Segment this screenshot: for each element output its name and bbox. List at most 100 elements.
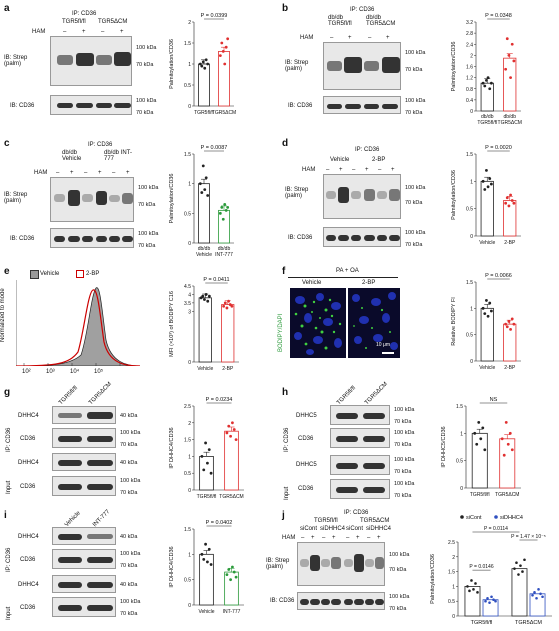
y-tick-label: 1.5 bbox=[184, 438, 191, 444]
y-tick-label: 1.6 bbox=[466, 65, 473, 71]
y-axis-label: MFI (×10³) of BODIPY C16 bbox=[169, 291, 175, 357]
chart-d: 0 0.5 1 1.5 Palmitoylation/CD36 Vehicle 2-BP P … bbox=[451, 145, 521, 246]
ham-sign: – bbox=[112, 170, 116, 176]
cd36-ip-blot bbox=[52, 428, 116, 448]
data-point bbox=[225, 306, 229, 310]
data-point bbox=[207, 448, 211, 452]
cd36-ip-blot bbox=[330, 428, 390, 448]
cd36-blot bbox=[50, 95, 132, 115]
row-label: CD36 bbox=[20, 484, 36, 490]
ip-label: IP: CD36 bbox=[344, 510, 369, 516]
x-tick-label: TGR5fl/fl bbox=[197, 494, 217, 500]
dhhc5-ip-blot bbox=[330, 405, 390, 425]
scale-label: 10 μm bbox=[376, 342, 390, 348]
mw-marker: 70 kDa bbox=[405, 242, 423, 248]
y-tick-label: 2 bbox=[452, 555, 455, 561]
y-tick-label: 0 bbox=[470, 359, 473, 365]
data-point bbox=[481, 306, 485, 310]
lane-label: TGR5fl/fl bbox=[58, 385, 79, 407]
x-tick-label: db/db bbox=[218, 246, 231, 252]
panel-label-f: f bbox=[282, 266, 286, 277]
data-point bbox=[201, 164, 205, 168]
data-point bbox=[494, 599, 497, 603]
y-tick-label: 1 bbox=[470, 179, 473, 185]
data-point bbox=[200, 455, 204, 458]
data-point bbox=[226, 37, 230, 41]
dhhc4-input-blot bbox=[52, 575, 116, 593]
data-point bbox=[504, 67, 508, 71]
row-label: CD36 bbox=[298, 486, 314, 492]
mw-marker: 70 kDa bbox=[389, 606, 407, 612]
bar bbox=[511, 568, 528, 617]
dhhc4-ip-blot bbox=[52, 527, 116, 545]
data-point bbox=[223, 203, 227, 206]
y-tick-label: 4.5 bbox=[184, 284, 191, 290]
y-tick-label: 1 bbox=[452, 584, 455, 590]
ham-sign: + bbox=[339, 167, 343, 173]
mw-marker: 100 kDa bbox=[394, 430, 415, 436]
data-point bbox=[485, 299, 488, 302]
y-tick-label: 0 bbox=[188, 104, 191, 110]
y-tick-label: 1.5 bbox=[456, 404, 463, 410]
data-point bbox=[517, 573, 520, 576]
data-point bbox=[510, 199, 514, 202]
y-tick-label: 0.5 bbox=[466, 207, 473, 213]
data-point bbox=[483, 188, 487, 191]
data-point bbox=[502, 453, 506, 457]
row-label: CD36 bbox=[20, 605, 36, 611]
mw-marker: 40 kDa bbox=[120, 534, 138, 540]
mw-marker: 100 kDa bbox=[120, 599, 141, 605]
mw-marker: 100 kDa bbox=[120, 478, 141, 484]
y-tick-label: 0 bbox=[188, 603, 191, 609]
data-point bbox=[509, 193, 512, 197]
stain-label: BODIPY/DAPI bbox=[278, 313, 284, 352]
ib-label: IB: Strep (palm) bbox=[266, 558, 290, 570]
row-label: CD36 bbox=[20, 557, 36, 563]
data-point bbox=[488, 601, 491, 604]
p-value-label: NS bbox=[490, 397, 498, 403]
chart-j: 0 0.5 1 1.5 2 2.5 Palmitoylation/CD36 siCont siD… bbox=[430, 515, 552, 626]
data-point bbox=[515, 561, 518, 565]
data-point bbox=[202, 558, 206, 561]
data-point bbox=[231, 421, 234, 425]
data-point bbox=[204, 176, 208, 180]
mw-marker: 100 kDa bbox=[138, 231, 159, 237]
title-rule bbox=[288, 277, 398, 278]
ham-label: HAM bbox=[282, 535, 296, 541]
mw-marker: 100 kDa bbox=[405, 185, 426, 191]
panel-label-d: d bbox=[282, 138, 289, 149]
data-point bbox=[209, 471, 213, 475]
x-tick-label: 2-BP bbox=[504, 240, 516, 246]
y-tick-label: 1 bbox=[188, 454, 191, 460]
data-point bbox=[481, 179, 485, 183]
data-point bbox=[510, 317, 514, 321]
data-point bbox=[477, 421, 481, 424]
x-tick-label: db/db bbox=[503, 114, 516, 120]
data-point bbox=[486, 76, 490, 80]
data-point bbox=[506, 442, 510, 446]
row-label: DHHC5 bbox=[296, 413, 317, 419]
data-point bbox=[204, 542, 207, 546]
p-value-label: P = 0.0402 bbox=[206, 520, 233, 526]
data-point bbox=[232, 428, 236, 431]
y-axis-label: Palmitoylation/CD36 bbox=[169, 174, 175, 224]
p-value-label: P = 0.0234 bbox=[206, 397, 233, 403]
ham-label: HAM bbox=[302, 167, 316, 173]
data-point bbox=[226, 206, 230, 209]
ib-label: IB: Strep (palm) bbox=[285, 60, 309, 72]
data-point bbox=[475, 442, 479, 446]
data-point bbox=[508, 431, 512, 435]
y-tick-label: 0.5 bbox=[184, 578, 191, 584]
y-tick-label: 1 bbox=[460, 431, 463, 437]
2bp-image bbox=[348, 288, 400, 358]
data-point bbox=[481, 426, 485, 430]
side-label: IP: CD36 bbox=[284, 427, 290, 452]
mw-marker: 70 kDa bbox=[138, 202, 156, 208]
x-tick-label: INT-777 bbox=[215, 252, 233, 258]
data-point bbox=[206, 194, 210, 197]
group-label: TGR5fl/fl bbox=[314, 518, 338, 524]
bar bbox=[218, 51, 230, 107]
y-tick-label: 1 bbox=[188, 62, 191, 68]
mw-marker: 100 kDa bbox=[138, 185, 159, 191]
bar bbox=[221, 304, 235, 363]
